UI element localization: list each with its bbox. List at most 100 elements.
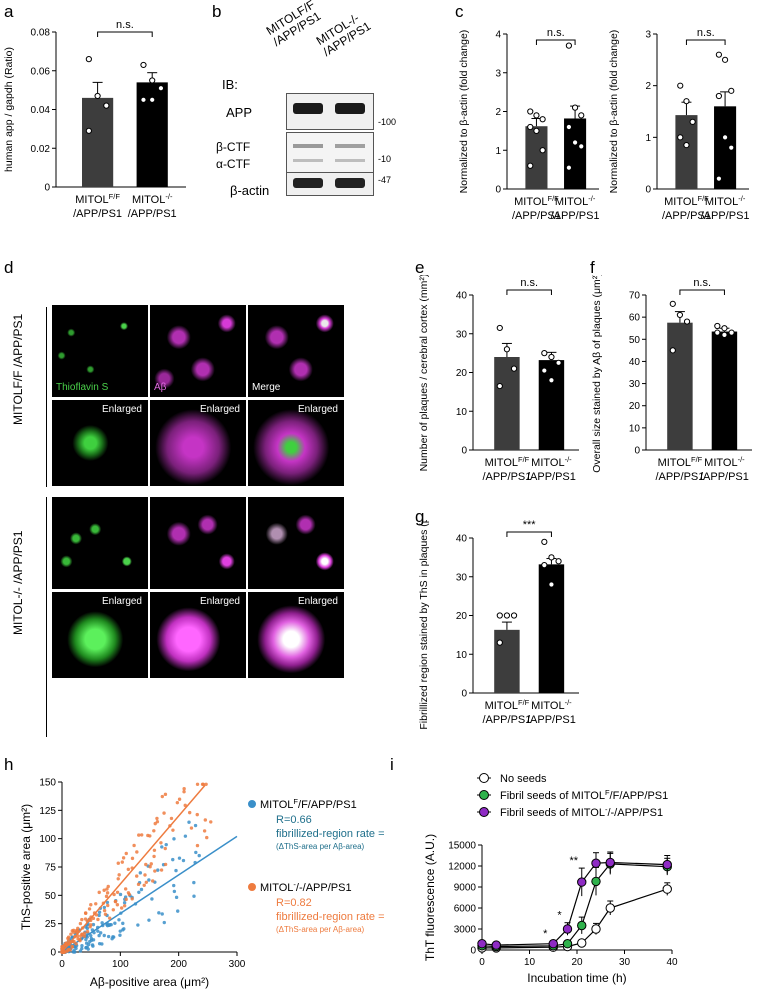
- scatter-point: [97, 941, 102, 946]
- data-point: [149, 77, 156, 84]
- y-tick-label: 0: [495, 185, 501, 196]
- y-axis-label: Fibrillized region stained by ThS in pla…: [418, 520, 430, 730]
- scatter-point: [156, 868, 160, 872]
- x-tick-label: 40: [666, 957, 678, 968]
- data-point: [94, 92, 101, 100]
- bar: [564, 118, 587, 189]
- data-point: [728, 144, 735, 151]
- data-point: [728, 87, 735, 94]
- micrograph-ko-merge: [248, 497, 344, 589]
- data-point: [527, 162, 534, 169]
- blot-row-app: APP: [226, 105, 253, 120]
- scatter-point: [192, 880, 196, 885]
- y-tick-label: 0: [461, 446, 467, 457]
- scatter-point: [194, 850, 198, 855]
- scatter-point: [163, 862, 168, 867]
- legend-marker: [248, 883, 256, 891]
- scatter-point: [195, 812, 199, 817]
- scatter-point: [201, 782, 205, 786]
- y-tick-label: 1: [645, 133, 651, 144]
- scatter-point: [102, 888, 106, 892]
- micrograph-ff-ths: Thioflavin S: [52, 305, 148, 397]
- y-tick-label: 20: [456, 368, 468, 379]
- line-chart-i: 0 3000 6000 9000 12000 15000 0 10 20 30 40 Incubati…: [423, 773, 678, 985]
- bar-chart-c-left: 0 1 2 3 4 Normalized to β-actin (fold change)…: [458, 27, 600, 222]
- y-tick-label: 2: [645, 81, 651, 92]
- series-marker: [591, 876, 601, 887]
- marker-100: -100: [378, 117, 397, 127]
- scatter-point: [102, 905, 107, 910]
- x-tick-label: 20: [571, 957, 583, 968]
- data-point: [533, 112, 540, 119]
- scatter-point: [116, 877, 120, 881]
- scatter-point: [182, 787, 186, 791]
- scatter-point: [144, 880, 149, 884]
- data-point: [721, 134, 729, 141]
- scatter-point: [105, 900, 110, 905]
- micrograph-ff-ths-enlarged: Enlarged: [52, 400, 148, 486]
- significance-bracket: [97, 31, 153, 37]
- scatter-point: [121, 921, 125, 926]
- data-point: [714, 322, 721, 330]
- scatter-point: [153, 869, 157, 873]
- y-tick-label: 150: [39, 778, 56, 789]
- scatter-point: [110, 937, 114, 941]
- data-point: [565, 123, 572, 131]
- significance-bracket: [679, 289, 725, 295]
- series-marker: [577, 938, 587, 948]
- micrograph-ff-merge-enlarged: Enlarged: [248, 400, 344, 486]
- bar: [538, 360, 565, 450]
- y-tick-label: 0.08: [31, 28, 51, 39]
- x-tick-label: 10: [524, 957, 536, 968]
- x-tick-label: /APP/PS1: [73, 208, 122, 220]
- scatter-point: [192, 894, 196, 898]
- scatter-point: [130, 856, 135, 861]
- significance-bracket: [506, 531, 552, 537]
- y-tick-label: 10: [456, 407, 468, 418]
- y-axis-label: Normalized to β-actin (fold change): [458, 30, 470, 194]
- micrograph-ko-abeta-enlarged: Enlarged: [150, 592, 246, 678]
- scatter-point: [120, 860, 124, 864]
- y-tick-label: 40: [629, 357, 641, 368]
- scatter-point: [70, 944, 74, 949]
- scatter-point: [115, 903, 120, 907]
- data-point: [721, 331, 728, 338]
- scatter-point: [94, 913, 99, 917]
- scatter-point: [152, 848, 157, 852]
- significance-label: n.s.: [116, 20, 134, 31]
- y-tick-label: 0: [470, 946, 476, 957]
- data-point: [714, 329, 721, 336]
- y-tick-label: 3: [645, 30, 651, 41]
- bar-chart-c-right: 0 1 2 3 Normalized to β-actin (fold change) M…: [608, 27, 750, 222]
- micrograph-ko-ths-enlarged: Enlarged: [52, 592, 148, 678]
- bar: [82, 97, 114, 187]
- scatter-point: [72, 949, 76, 953]
- data-point: [496, 612, 503, 619]
- scatter-point: [119, 906, 124, 910]
- y-axis-label: Normalized to β-actin (fold change): [608, 30, 620, 194]
- y-tick-label: 0.02: [31, 144, 51, 155]
- regression-line: [61, 835, 238, 953]
- significance-mark: **: [569, 855, 578, 867]
- scatter-point: [97, 910, 102, 914]
- data-point: [539, 147, 546, 154]
- scatter-point: [106, 884, 110, 889]
- scatter-point: [203, 818, 208, 822]
- y-tick-label: 2: [495, 107, 501, 118]
- panel-label-h: h: [4, 755, 14, 774]
- panel-label-g: g: [415, 507, 425, 526]
- scatter-point: [70, 935, 74, 939]
- scatter-point: [144, 862, 148, 867]
- data-point: [541, 538, 548, 545]
- data-point: [676, 311, 684, 319]
- scatter-point: [132, 843, 136, 848]
- scatter-point: [169, 816, 174, 821]
- y-tick-label: 0: [44, 183, 50, 194]
- scatter-point: [182, 790, 186, 794]
- scatter-point: [122, 901, 127, 905]
- series-marker: [562, 939, 573, 949]
- scatter-point: [189, 826, 194, 830]
- series-marker: [577, 877, 587, 887]
- data-point: [565, 42, 572, 49]
- bar: [525, 126, 548, 189]
